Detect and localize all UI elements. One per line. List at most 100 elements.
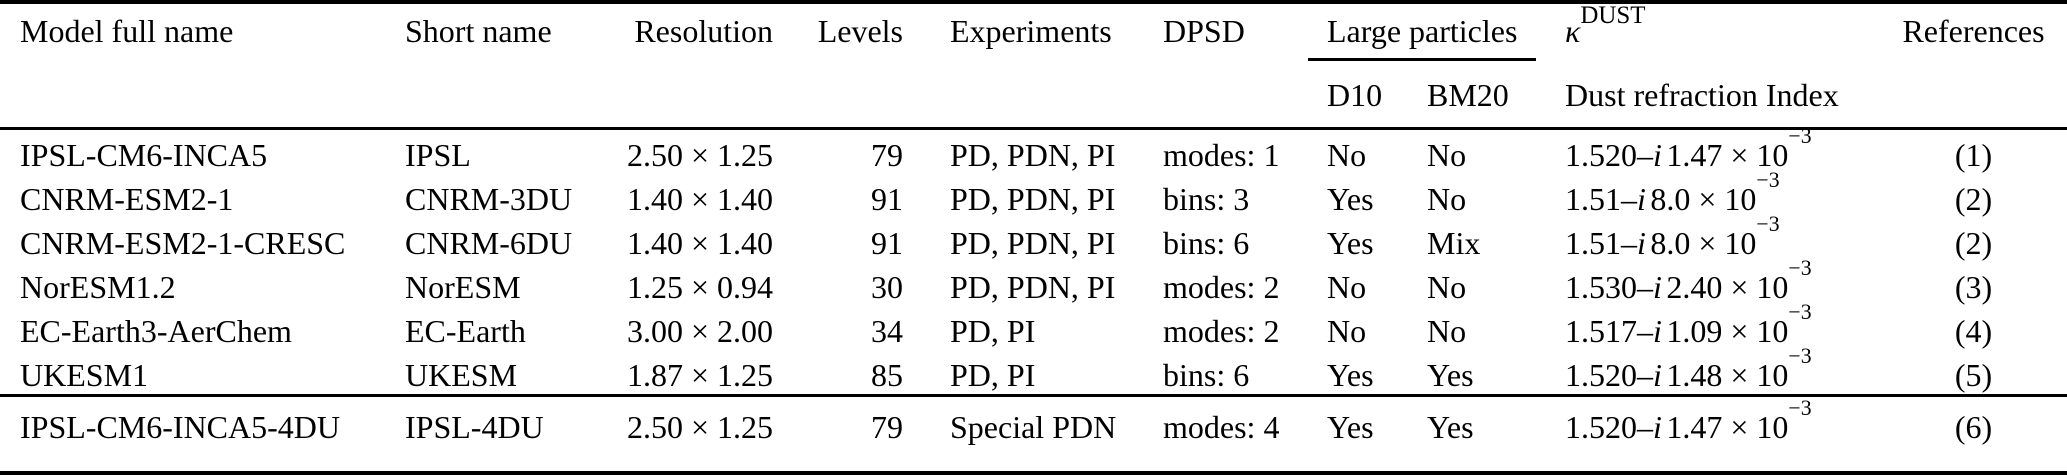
cell-short-name: UKESM [405,357,518,393]
cell-dpsd: modes: 4 [1163,394,1327,471]
cell-resolution: 3.00 × 2.00 [626,313,773,349]
cell-resolution: 1.87 × 1.25 [626,357,773,393]
ri-dash: – [1621,225,1638,261]
col-header-levels: Levels [817,13,903,49]
ri-real: 1.520 [1565,357,1638,393]
ri-imag-coef: 2.40 [1666,269,1723,305]
cell-d10: Yes [1327,181,1374,217]
ri-times-ten: × 10 [1722,357,1789,393]
col-header-resolution: Resolution [634,13,773,49]
header-spacer [1163,62,1327,130]
ri-times-ten: × 10 [1722,269,1789,305]
ri-real: 1.51 [1565,225,1622,261]
cell-short-name: EC-Earth [405,313,526,349]
ri-dash: – [1637,269,1654,305]
cell-refraction-index: 1.520–i 1.47 × 10−3 [1565,125,1880,174]
col-header-dust-refraction-index: Dust refraction Index [1565,62,1881,130]
table-row: EC-Earth3-AerChem EC-Earth 3.00 × 2.00 3… [0,301,2067,350]
header-spacer [1880,62,2067,130]
table-body-main: IPSL-CM6-INCA5 IPSL 2.50 × 1.25 79 PD, P… [0,125,2067,394]
ri-imag-coef: 1.47 [1666,409,1723,445]
cell-levels: 91 [871,181,903,217]
ri-exponent: −3 [1756,212,1780,237]
cell-levels: 85 [871,357,903,393]
cell-references: (1) [1954,137,1993,173]
cell-bm20: No [1427,137,1467,173]
ri-imaginary-i: i [1653,357,1662,393]
ri-imaginary-i: i [1653,313,1662,349]
col-header-dpsd: DPSD [1163,13,1245,49]
ri-imag-coef: 1.09 [1666,313,1723,349]
cell-experiments: PD, PDN, PI [950,137,1116,173]
cell-short-name: CNRM-3DU [405,181,573,217]
cell-bm20: Yes [1427,394,1566,471]
ri-exponent: −3 [1788,300,1812,325]
cell-resolution: 1.40 × 1.40 [626,225,773,261]
cell-experiments: PD, PDN, PI [950,181,1116,217]
table-row: UKESM1 UKESM 1.87 × 1.25 85 PD, PI bins:… [0,345,2067,394]
cell-refraction-index: 1.51–i 8.0 × 10−3 [1565,213,1880,262]
table-row: IPSL-CM6-INCA5 IPSL 2.50 × 1.25 79 PD, P… [0,125,2067,174]
header-spacer [773,62,903,130]
cell-resolution: 2.50 × 1.25 [626,137,773,173]
cell-d10: Yes [1327,394,1427,471]
ri-imag-coef: 1.47 [1666,137,1723,173]
cell-model-full-name: CNRM-ESM2-1 [20,181,234,217]
ri-imag-coef: 8.0 [1650,225,1691,261]
cell-short-name: IPSL-4DU [405,394,590,471]
cell-bm20: No [1427,313,1467,349]
cell-dpsd: modes: 1 [1163,137,1280,173]
header-spacer [0,62,405,130]
cell-bm20: Yes [1427,357,1474,393]
cell-dpsd: bins: 6 [1163,225,1250,261]
col-header-references: References [1902,13,2045,49]
ri-real: 1.520 [1565,409,1638,445]
ri-exponent: −3 [1788,124,1812,149]
cell-short-name: NorESM [405,269,521,305]
cell-d10: No [1327,313,1367,349]
cell-experiments: Special PDN [903,394,1163,471]
cell-d10: Yes [1327,225,1374,261]
cell-bm20: No [1427,181,1467,217]
col-header-short-name: Short name [405,13,552,49]
cell-refraction-index: 1.51–i 8.0 × 10−3 [1565,169,1880,218]
ri-dash: – [1637,357,1654,393]
cell-references: (2) [1954,181,1993,217]
table-row: CNRM-ESM2-1 CNRM-3DU 1.40 × 1.40 91 PD, … [0,169,2067,218]
cell-d10: No [1327,269,1367,305]
cell-levels: 34 [871,313,903,349]
header-spacer [903,62,1163,130]
ri-times-ten: × 10 [1722,313,1789,349]
ri-times-ten: × 10 [1722,137,1789,173]
table-header-row-2: D10 BM20 Dust refraction Index [0,62,2067,130]
table-header-row-1: Model full name Short name Resolution Le… [0,3,2067,62]
cell-model-full-name: UKESM1 [20,357,149,393]
cell-dpsd: bins: 3 [1163,181,1250,217]
cell-references: (5) [1954,357,1993,393]
cell-resolution: 1.40 × 1.40 [626,181,773,217]
ri-exponent: −3 [1756,168,1780,193]
cell-short-name: IPSL [405,137,471,173]
ri-times-ten: × 10 [1690,225,1757,261]
cell-dpsd: modes: 2 [1163,313,1280,349]
cell-resolution: 1.25 × 0.94 [626,269,773,305]
cell-experiments: PD, PDN, PI [950,269,1116,305]
col-header-experiments: Experiments [950,13,1112,49]
cell-experiments: PD, PI [950,357,1036,393]
ri-real: 1.520 [1565,137,1638,173]
ri-imaginary-i: i [1653,409,1662,445]
cell-refraction-index: 1.520–i 1.47 × 10−3 [1565,394,1881,471]
col-header-model-full-name: Model full name [20,13,234,49]
cell-d10: Yes [1327,357,1374,393]
cell-bm20: Mix [1427,225,1481,261]
ri-exponent: −3 [1788,344,1812,369]
cell-references: (4) [1954,313,1993,349]
cell-model-full-name: IPSL-CM6-INCA5-4DU [0,394,405,471]
ri-imag-coef: 1.48 [1666,357,1723,393]
ri-dash: – [1621,181,1638,217]
ri-exponent: −3 [1788,396,1812,421]
cell-dpsd: bins: 6 [1163,357,1250,393]
col-group-header-large-particles: Large particles [1308,4,1565,62]
header-spacer [405,62,590,130]
